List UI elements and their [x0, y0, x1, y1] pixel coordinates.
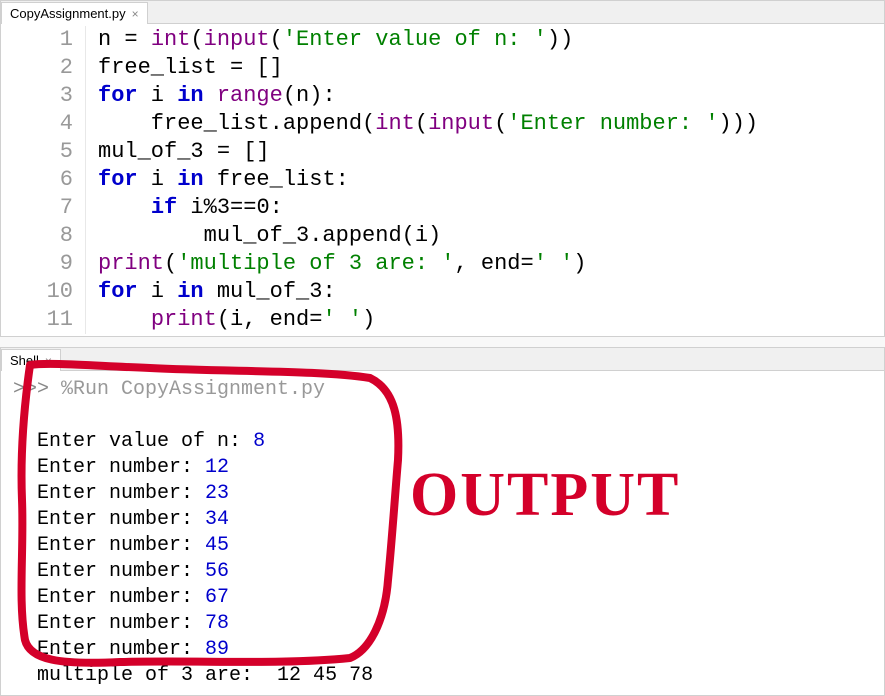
line-number: 4 — [1, 110, 73, 138]
shell-io-prompt: Enter number: — [37, 456, 205, 479]
line-number: 11 — [1, 306, 73, 334]
line-number: 3 — [1, 82, 73, 110]
editor-tab[interactable]: CopyAssignment.py × — [1, 2, 148, 24]
shell-panel: Shell × >>> %Run CopyAssignment.py Enter… — [0, 347, 885, 696]
code-line[interactable]: print(i, end=' ') — [98, 306, 758, 334]
shell-io-value: 12 — [205, 456, 229, 479]
line-number: 10 — [1, 278, 73, 306]
shell-io-prompt: Enter number: — [37, 560, 205, 583]
close-icon[interactable]: × — [132, 7, 139, 21]
line-number: 9 — [1, 250, 73, 278]
code-area[interactable]: 1234567891011 n = int(input('Enter value… — [1, 24, 884, 336]
shell-result-line: multiple of 3 are: 12 45 78 — [37, 664, 373, 687]
shell-run-command: %Run CopyAssignment.py — [61, 378, 325, 401]
code-line[interactable]: for i in range(n): — [98, 82, 758, 110]
shell-output[interactable]: >>> %Run CopyAssignment.py Enter value o… — [1, 371, 884, 695]
shell-io-value: 45 — [205, 534, 229, 557]
line-number: 5 — [1, 138, 73, 166]
shell-io-prompt: Enter number: — [37, 638, 205, 661]
line-number: 1 — [1, 26, 73, 54]
code-lines[interactable]: n = int(input('Enter value of n: '))free… — [86, 26, 758, 334]
close-icon[interactable]: × — [45, 354, 52, 368]
shell-io-prompt: Enter number: — [37, 612, 205, 635]
line-number-gutter: 1234567891011 — [1, 26, 86, 334]
shell-io-value: 8 — [253, 430, 265, 453]
shell-tab-bar: Shell × — [1, 348, 884, 371]
shell-prompt: >>> — [13, 378, 61, 401]
shell-io-prompt: Enter number: — [37, 534, 205, 557]
shell-io-value: 34 — [205, 508, 229, 531]
line-number: 8 — [1, 222, 73, 250]
code-line[interactable]: mul_of_3.append(i) — [98, 222, 758, 250]
shell-io-value: 23 — [205, 482, 229, 505]
shell-io-value: 78 — [205, 612, 229, 635]
line-number: 2 — [1, 54, 73, 82]
editor-panel: CopyAssignment.py × 1234567891011 n = in… — [0, 0, 885, 337]
code-line[interactable]: for i in free_list: — [98, 166, 758, 194]
code-line[interactable]: n = int(input('Enter value of n: ')) — [98, 26, 758, 54]
code-line[interactable]: free_list = [] — [98, 54, 758, 82]
code-line[interactable]: for i in mul_of_3: — [98, 278, 758, 306]
editor-tab-label: CopyAssignment.py — [10, 6, 126, 21]
editor-tab-bar: CopyAssignment.py × — [1, 1, 884, 24]
shell-io-value: 89 — [205, 638, 229, 661]
shell-io-value: 67 — [205, 586, 229, 609]
shell-io-prompt: Enter value of n: — [37, 430, 253, 453]
line-number: 7 — [1, 194, 73, 222]
shell-io-prompt: Enter number: — [37, 586, 205, 609]
code-line[interactable]: if i%3==0: — [98, 194, 758, 222]
shell-io-value: 56 — [205, 560, 229, 583]
shell-tab-label: Shell — [10, 353, 39, 368]
code-line[interactable]: print('multiple of 3 are: ', end=' ') — [98, 250, 758, 278]
line-number: 6 — [1, 166, 73, 194]
code-line[interactable]: free_list.append(int(input('Enter number… — [98, 110, 758, 138]
shell-io-prompt: Enter number: — [37, 482, 205, 505]
code-line[interactable]: mul_of_3 = [] — [98, 138, 758, 166]
shell-io-prompt: Enter number: — [37, 508, 205, 531]
shell-tab[interactable]: Shell × — [1, 349, 61, 371]
